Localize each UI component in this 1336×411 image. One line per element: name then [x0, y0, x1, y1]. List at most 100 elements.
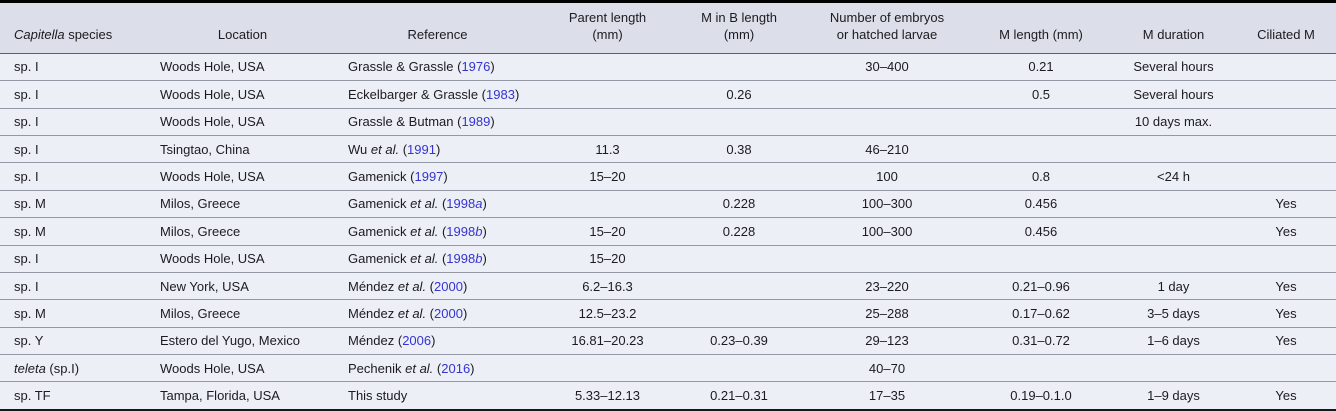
cell-m_length: 0.21–0.96	[971, 271, 1111, 300]
cell-ciliated	[1236, 354, 1336, 382]
et-al-italic: et al.	[370, 141, 400, 157]
column-header-num_embryos: Number of embryos or hatched larvae	[803, 1, 971, 54]
cell-num_embryos	[803, 107, 971, 136]
cell-reference: Méndez (2006)	[335, 326, 540, 355]
table-row: sp. M Milos, Greece Gamenick et al. (1998a…	[0, 189, 1336, 218]
cell-num_embryos: 30–400	[803, 53, 971, 81]
cell-m_length: 0.17–0.62	[971, 299, 1111, 328]
cell-m_length: 0.8	[971, 162, 1111, 191]
table-body: sp. I Woods Hole, USA Grassle & Grassle (1…	[0, 53, 1336, 410]
cell-m_in_b_length	[675, 271, 803, 300]
cell-m_in_b_length	[675, 162, 803, 191]
table-row: sp. I Woods Hole, USA Eckelbarger & Grassl…	[0, 80, 1336, 109]
cell-reference: Grassle & Butman (1989)	[335, 107, 540, 136]
reference-year-link[interactable]: 2000	[434, 305, 463, 321]
cell-reference: Grassle & Grassle (1976)	[335, 53, 540, 81]
cell-m_duration: 10 days max.	[1111, 107, 1236, 136]
cell-reference: Méndez et al. (2000)	[335, 299, 540, 328]
cell-ciliated: Yes	[1236, 299, 1336, 328]
cell-location: New York, USA	[150, 271, 335, 300]
reference-year-link[interactable]: 2006	[402, 333, 432, 349]
reference-year-link[interactable]: 1983	[486, 86, 515, 102]
cell-reference: Pechenik et al. (2016)	[335, 354, 540, 382]
cell-parent_length	[540, 53, 675, 81]
cell-species: sp. M	[0, 299, 150, 328]
reference-year-link[interactable]: 1997	[414, 169, 444, 185]
reference-year-link[interactable]: 1998b	[446, 251, 483, 267]
cell-num_embryos	[803, 80, 971, 109]
cell-ciliated	[1236, 162, 1336, 191]
et-al-italic: et al.	[410, 196, 439, 212]
cell-parent_length: 15–20	[540, 162, 675, 191]
cell-ciliated: Yes	[1236, 271, 1336, 300]
cell-parent_length: 5.33–12.13	[540, 381, 675, 410]
cell-location: Estero del Yugo, Mexico	[150, 326, 335, 355]
cell-location: Woods Hole, USA	[150, 53, 335, 81]
cell-m_length	[971, 244, 1111, 273]
cell-ciliated	[1236, 107, 1336, 136]
table-row: sp. I Woods Hole, USA Gamenick (1997) 15–20…	[0, 162, 1336, 191]
cell-location: Milos, Greece	[150, 217, 335, 246]
column-header-reference: Reference	[335, 1, 540, 54]
cell-m_length	[971, 134, 1111, 163]
cell-m_length: 0.5	[971, 80, 1111, 109]
cell-num_embryos	[803, 244, 971, 273]
cell-m_in_b_length: 0.228	[675, 189, 803, 218]
et-al-italic: et al.	[405, 360, 434, 376]
cell-location: Woods Hole, USA	[150, 107, 335, 136]
cell-parent_length: 15–20	[540, 217, 675, 246]
cell-num_embryos: 46–210	[803, 134, 971, 163]
cell-m_in_b_length: 0.21–0.31	[675, 381, 803, 410]
table-row: sp. I Tsingtao, China Wu et al. (1991) 11.3…	[0, 134, 1336, 163]
reference-year-link[interactable]: 1998b	[446, 223, 483, 239]
cell-reference: Wu et al. (1991)	[335, 134, 540, 163]
cell-num_embryos: 29–123	[803, 326, 971, 355]
cell-m_in_b_length	[675, 107, 803, 136]
cell-m_in_b_length	[675, 244, 803, 273]
cell-num_embryos: 17–35	[803, 381, 971, 410]
reference-year-link[interactable]: 2000	[434, 278, 463, 294]
cell-species: sp. I	[0, 244, 150, 273]
cell-ciliated	[1236, 134, 1336, 163]
cell-m_duration: 3–5 days	[1111, 299, 1236, 328]
cell-m_duration: Several hours	[1111, 53, 1236, 81]
cell-m_in_b_length: 0.38	[675, 134, 803, 163]
cell-num_embryos: 23–220	[803, 271, 971, 300]
cell-species: sp. I	[0, 80, 150, 109]
reference-year-link[interactable]: 2016	[441, 360, 471, 376]
cell-m_in_b_length	[675, 299, 803, 328]
cell-species: sp. I	[0, 162, 150, 191]
cell-m_duration	[1111, 244, 1236, 273]
cell-parent_length	[540, 354, 675, 382]
cell-ciliated: Yes	[1236, 326, 1336, 355]
cell-reference: This study	[335, 381, 540, 410]
cell-m_in_b_length: 0.23–0.39	[675, 326, 803, 355]
cell-m_in_b_length	[675, 354, 803, 382]
table-row: sp. M Milos, Greece Gamenick et al. (1998b…	[0, 217, 1336, 246]
cell-reference: Gamenick (1997)	[335, 162, 540, 191]
reference-year-link[interactable]: 1989	[461, 114, 491, 130]
cell-location: Milos, Greece	[150, 299, 335, 328]
reference-year-link[interactable]: 1991	[407, 141, 436, 157]
cell-parent_length	[540, 80, 675, 109]
cell-species: sp. M	[0, 217, 150, 246]
table-row: sp. I New York, USA Méndez et al. (2000) 6.…	[0, 271, 1336, 300]
reference-year-link[interactable]: 1976	[461, 59, 491, 75]
cell-location: Woods Hole, USA	[150, 244, 335, 273]
table-header: Capitella species Location Reference Parent…	[0, 1, 1336, 54]
cell-location: Tsingtao, China	[150, 134, 335, 163]
table-row: sp. I Woods Hole, USA Grassle & Grassle (1…	[0, 53, 1336, 81]
cell-parent_length	[540, 189, 675, 218]
cell-ciliated	[1236, 80, 1336, 109]
cell-parent_length: 11.3	[540, 134, 675, 163]
cell-m_duration: 1–6 days	[1111, 326, 1236, 355]
reference-year-link[interactable]: 1998a	[446, 196, 483, 212]
cell-ciliated	[1236, 53, 1336, 81]
cell-location: Woods Hole, USA	[150, 354, 335, 382]
cell-m_duration	[1111, 189, 1236, 218]
cell-m_length	[971, 107, 1111, 136]
cell-num_embryos: 100–300	[803, 189, 971, 218]
cell-m_length: 0.19–0.1.0	[971, 381, 1111, 410]
table-row: sp. I Woods Hole, USA Grassle & Butman (19…	[0, 107, 1336, 136]
